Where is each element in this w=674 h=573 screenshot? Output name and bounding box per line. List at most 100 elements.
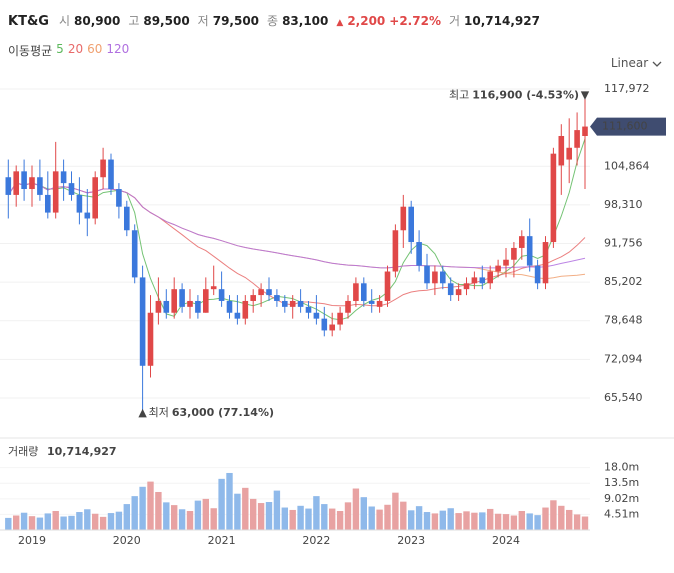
- volume-bar: [84, 509, 91, 530]
- volume-value: 10,714,927: [464, 14, 540, 28]
- field-label: 고: [128, 14, 140, 28]
- candle-body: [13, 171, 19, 195]
- volume-bar: [336, 510, 344, 530]
- candle-body: [60, 171, 67, 184]
- candle-body: [187, 300, 193, 307]
- volume-bar: [289, 509, 296, 530]
- candle-body: [329, 324, 335, 331]
- volume-bar: [566, 509, 573, 530]
- scale-label[interactable]: Linear: [610, 56, 649, 70]
- volume-bar: [115, 511, 123, 530]
- y-tick-label: 91,756: [604, 236, 643, 249]
- volume-bar: [494, 513, 502, 530]
- candle-body: [171, 289, 177, 313]
- volume-bar: [13, 515, 20, 530]
- candle-body: [495, 265, 501, 272]
- volume-bar: [155, 491, 162, 530]
- candle-body: [455, 289, 462, 296]
- volume-bar: [273, 490, 281, 530]
- candle-body: [526, 236, 533, 266]
- candle-body: [163, 300, 170, 313]
- field-label: 저: [197, 14, 209, 28]
- header: KT&G 시 80,900 고 89,500 저 79,500 종 83,100 ▲ 2,200 +…: [8, 12, 544, 29]
- y-tick-label: 72,094: [604, 352, 643, 365]
- candle-body: [447, 283, 454, 296]
- volume-bar: [250, 498, 257, 530]
- volume-bar: [479, 512, 486, 530]
- candle-body: [479, 277, 486, 284]
- candle-body: [511, 247, 517, 260]
- volume-bar: [360, 497, 367, 530]
- low-label: 최저: [149, 406, 169, 419]
- candle-body: [21, 171, 27, 190]
- volume-bar: [526, 513, 533, 530]
- candle-body: [131, 230, 138, 278]
- volume-title: 거래량: [8, 445, 38, 458]
- volume-bar: [36, 517, 44, 530]
- volume-bar: [518, 510, 525, 530]
- candle-body: [400, 206, 407, 231]
- candle-body: [92, 177, 98, 219]
- candle-body: [582, 126, 588, 136]
- volume-bar: [558, 505, 565, 530]
- candle-body: [76, 194, 83, 213]
- candle-body: [534, 265, 541, 284]
- candle-body: [258, 289, 264, 296]
- candle-body: [424, 265, 430, 284]
- volume-bar: [226, 472, 233, 530]
- volume-bar: [242, 487, 249, 530]
- candle-body: [179, 289, 185, 307]
- ma-legend-item: 5: [56, 42, 64, 56]
- candle-body: [155, 300, 162, 313]
- volume-bar: [44, 513, 51, 530]
- y-tick-label: 65,540: [604, 391, 643, 404]
- volume-bar: [573, 514, 581, 530]
- up-icon: ▲: [336, 18, 344, 28]
- volume-bar: [313, 496, 320, 530]
- candle-body: [503, 259, 509, 266]
- candle-body: [108, 159, 114, 190]
- x-tick-label: 2024: [492, 534, 520, 547]
- ma-legend-title: 이동평균: [8, 44, 53, 58]
- candle-body: [321, 318, 328, 331]
- x-tick-label: 2023: [397, 534, 425, 547]
- candle-body: [487, 271, 493, 284]
- volume-tick-label: 4.51m: [604, 507, 639, 520]
- candle-body: [5, 177, 12, 195]
- candle-body: [68, 183, 75, 195]
- change-pct: +2.72%: [389, 14, 441, 28]
- volume-bar: [408, 510, 415, 530]
- candle-body: [84, 212, 91, 219]
- volume-bar: [487, 508, 494, 530]
- candle-body: [368, 300, 375, 304]
- candle-body: [124, 206, 130, 231]
- candle-body: [210, 286, 217, 290]
- candle-body: [337, 312, 343, 325]
- high-value: 116,900 (-4.53%): [472, 88, 579, 101]
- volume-bar: [5, 517, 12, 530]
- x-tick-label: 2021: [208, 534, 236, 547]
- volume-bar: [439, 510, 446, 530]
- volume-bar: [463, 511, 470, 530]
- ma-legend: 이동평균 5 20 60 120: [8, 42, 129, 59]
- candle-body: [226, 300, 233, 313]
- price-badge-label: 111,600: [602, 120, 648, 133]
- volume-bar: [344, 502, 352, 530]
- candle-body: [376, 300, 383, 307]
- volume-bar: [76, 512, 83, 530]
- volume-bar: [171, 505, 178, 530]
- candle-body: [408, 206, 414, 243]
- candle-body: [147, 312, 154, 366]
- candle-body: [139, 277, 146, 366]
- change: 2,200: [347, 14, 386, 28]
- volume-bar: [329, 508, 336, 530]
- volume-bar: [352, 488, 360, 530]
- volume-bar: [218, 478, 225, 530]
- volume-bar: [376, 509, 383, 530]
- volume-bar: [447, 508, 454, 530]
- high-marker: ▼: [581, 88, 590, 101]
- candle-body: [550, 153, 557, 243]
- candle-body: [282, 300, 288, 307]
- price-badge: [590, 117, 666, 136]
- scale-toggle[interactable]: Linear: [611, 56, 662, 70]
